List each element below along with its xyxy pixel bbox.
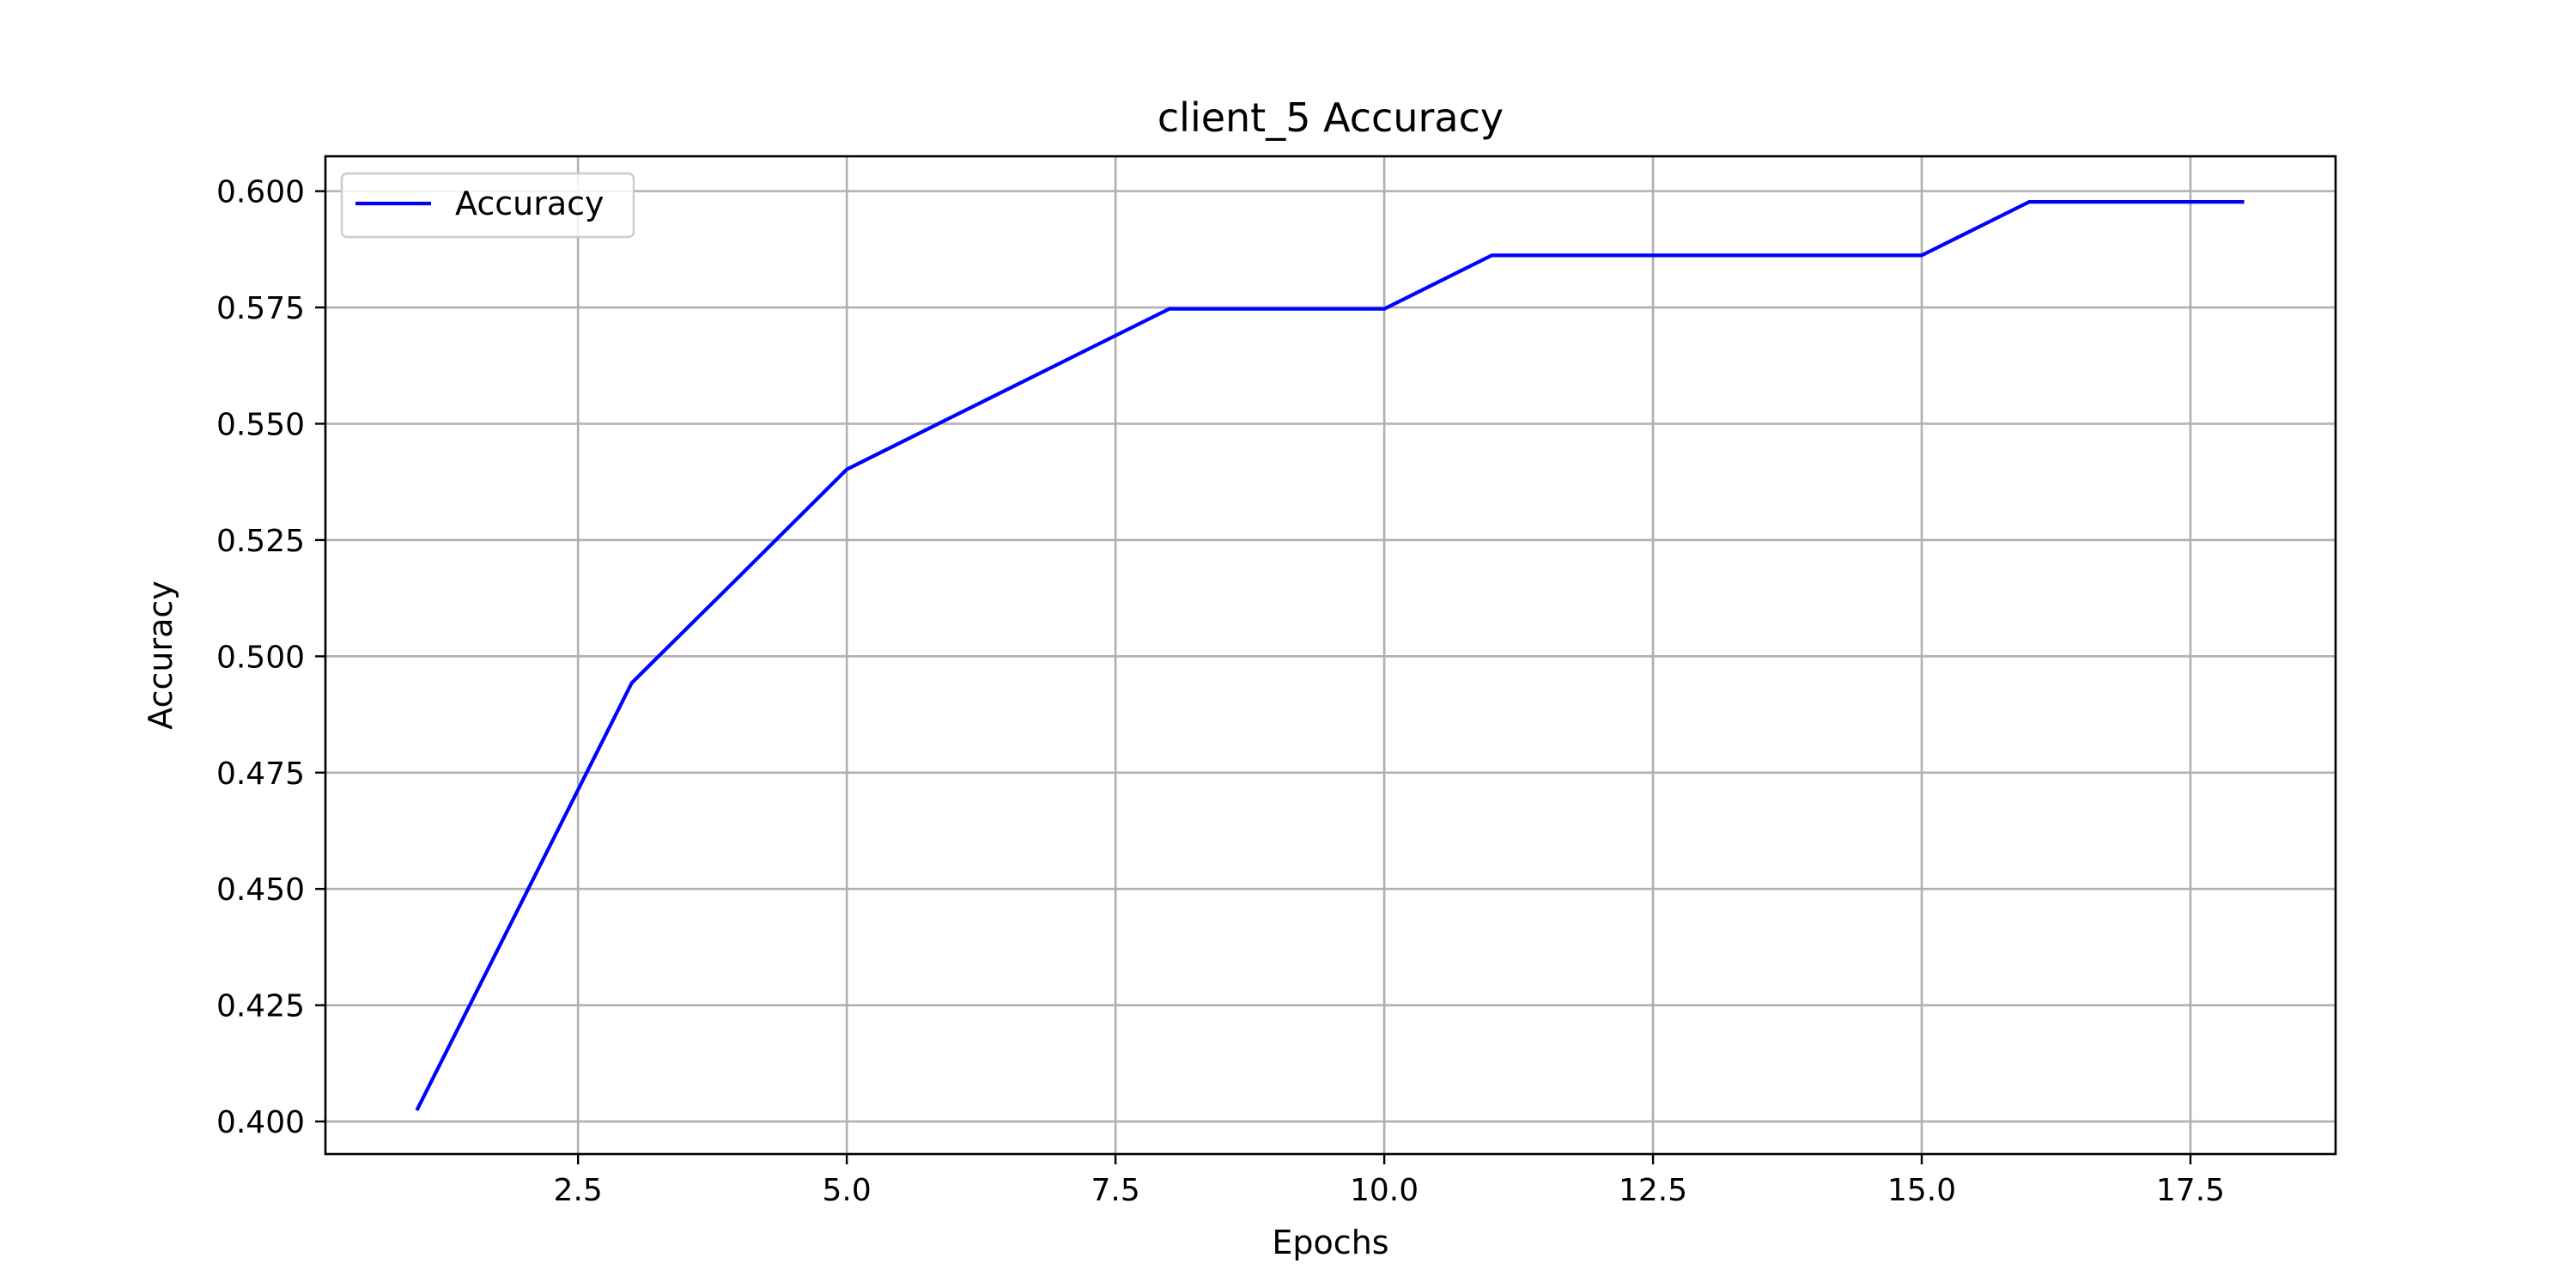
y-tick-label: 0.600 — [216, 175, 305, 210]
x-tick-label: 12.5 — [1619, 1173, 1687, 1208]
tick-layer: 2.5 5.0 7.5 10.0 12.5 15.0 17.5 0.400 0.425 0.450… — [216, 175, 2225, 1208]
legend-label-accuracy: Accuracy — [455, 185, 605, 222]
x-tick-label: 17.5 — [2156, 1173, 2225, 1208]
y-tick-label: 0.525 — [216, 524, 305, 559]
grid-layer — [325, 156, 2336, 1154]
y-axis-label: Accuracy — [142, 580, 179, 730]
x-tick-label: 15.0 — [1887, 1173, 1956, 1208]
x-axis-label: Epochs — [1272, 1224, 1388, 1261]
x-tick-label: 2.5 — [554, 1173, 603, 1208]
y-tick-label: 0.425 — [216, 989, 305, 1024]
y-tick-label: 0.500 — [216, 640, 305, 675]
y-tick-label: 0.400 — [216, 1105, 305, 1140]
x-tick-label: 7.5 — [1091, 1173, 1139, 1208]
x-tick-label: 10.0 — [1350, 1173, 1419, 1208]
series-line-accuracy — [415, 200, 2245, 1112]
y-tick-label: 0.475 — [216, 756, 305, 792]
legend: Accuracy — [340, 172, 635, 239]
series-layer — [415, 200, 2245, 1112]
y-tick-label: 0.550 — [216, 407, 305, 442]
plot-area-frame — [324, 155, 2337, 1156]
chart-title: client_5 Accuracy — [1157, 94, 1504, 141]
legend-box — [340, 172, 635, 239]
x-tick-label: 5.0 — [823, 1173, 872, 1208]
y-tick-label: 0.450 — [216, 872, 305, 908]
y-tick-label: 0.575 — [216, 291, 305, 326]
